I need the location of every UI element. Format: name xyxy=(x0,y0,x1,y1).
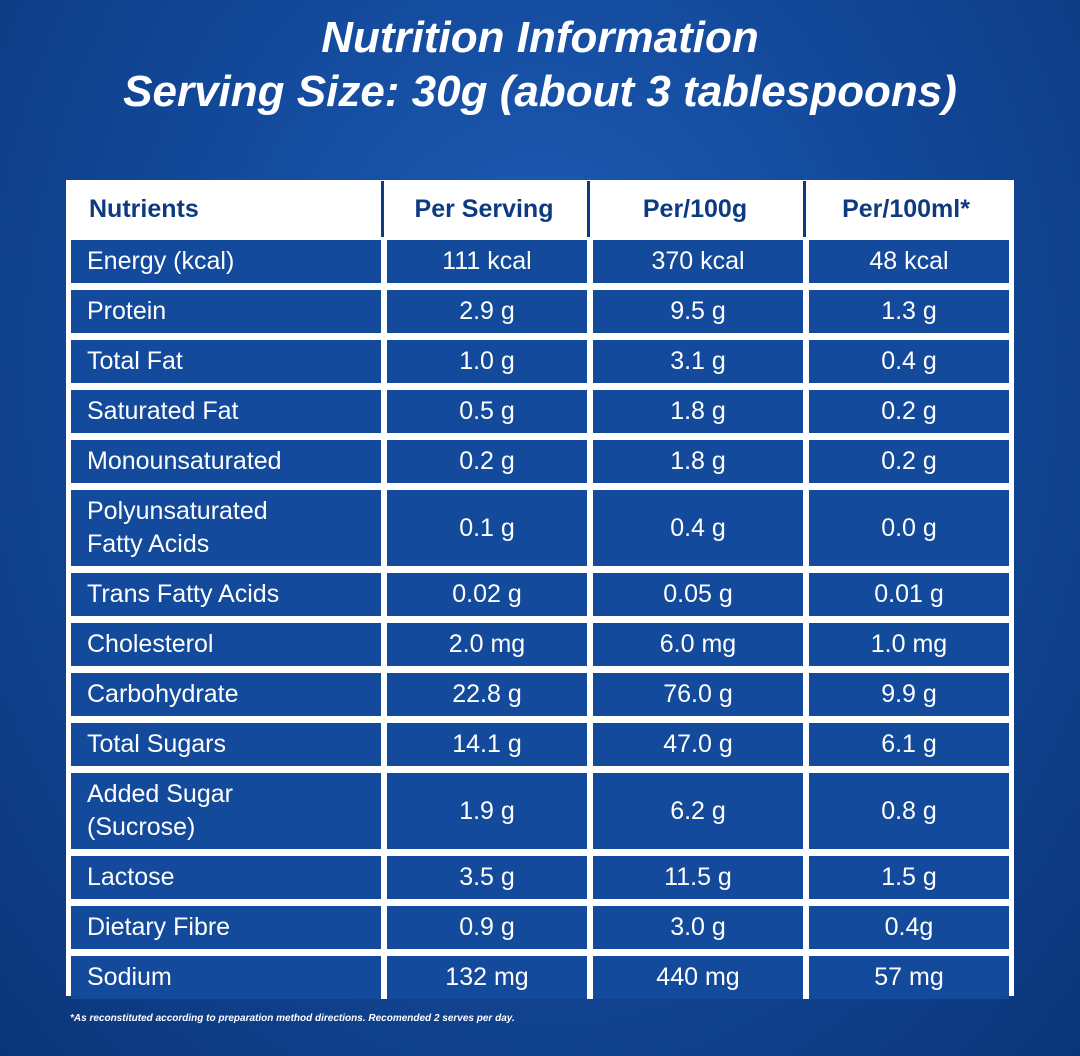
per-100ml-cell: 48 kcal xyxy=(803,240,1009,283)
per-100ml-cell: 0.2 g xyxy=(803,390,1009,433)
per-serving-cell: 14.1 g xyxy=(381,723,587,766)
per-100g-cell: 9.5 g xyxy=(587,290,803,333)
per-100g-cell: 47.0 g xyxy=(587,723,803,766)
per-100g-cell: 6.2 g xyxy=(587,773,803,849)
per-100g-cell: 76.0 g xyxy=(587,673,803,716)
page-title: Nutrition Information xyxy=(321,13,759,62)
table-row: Cholesterol 2.0 mg 6.0 mg 1.0 mg xyxy=(71,623,1009,666)
per-100ml-cell: 1.3 g xyxy=(803,290,1009,333)
table-row: Monounsaturated 0.2 g 1.8 g 0.2 g xyxy=(71,440,1009,483)
per-serving-cell: 22.8 g xyxy=(381,673,587,716)
nutrition-table: Nutrients Per Serving Per/100g Per/100ml… xyxy=(71,178,1009,1006)
header-nutrients: Nutrients xyxy=(71,185,381,233)
nutrient-name-cell: Cholesterol xyxy=(71,623,381,666)
table-row: Sodium 132 mg 440 mg 57 mg xyxy=(71,956,1009,999)
per-serving-cell: 1.9 g xyxy=(381,773,587,849)
nutrient-name-cell: Total Sugars xyxy=(71,723,381,766)
per-100g-cell: 370 kcal xyxy=(587,240,803,283)
table-row: Protein 2.9 g 9.5 g 1.3 g xyxy=(71,290,1009,333)
nutrient-name-cell: Lactose xyxy=(71,856,381,899)
table-row: Saturated Fat 0.5 g 1.8 g 0.2 g xyxy=(71,390,1009,433)
per-100ml-cell: 0.0 g xyxy=(803,490,1009,566)
table-row: Added Sugar (Sucrose) 1.9 g 6.2 g 0.8 g xyxy=(71,773,1009,849)
nutrition-table-panel: Nutrients Per Serving Per/100g Per/100ml… xyxy=(66,180,1014,999)
per-100ml-cell: 0.4 g xyxy=(803,340,1009,383)
table-row: Lactose 3.5 g 11.5 g 1.5 g xyxy=(71,856,1009,899)
per-serving-cell: 2.0 mg xyxy=(381,623,587,666)
nutrient-name-cell: Carbohydrate xyxy=(71,673,381,716)
nutrient-name-cell: Saturated Fat xyxy=(71,390,381,433)
per-100ml-cell: 0.4g xyxy=(803,906,1009,949)
per-serving-cell: 0.02 g xyxy=(381,573,587,616)
per-100g-cell: 3.1 g xyxy=(587,340,803,383)
nutrient-name-cell: Total Fat xyxy=(71,340,381,383)
per-100g-cell: 11.5 g xyxy=(587,856,803,899)
header-per-100ml: Per/100ml* xyxy=(803,181,1009,237)
per-100ml-cell: 57 mg xyxy=(803,956,1009,999)
nutrient-name-cell: Protein xyxy=(71,290,381,333)
per-serving-cell: 3.5 g xyxy=(381,856,587,899)
per-serving-cell: 132 mg xyxy=(381,956,587,999)
per-serving-cell: 0.5 g xyxy=(381,390,587,433)
header-row: Nutrients Per Serving Per/100g Per/100ml… xyxy=(71,181,1009,237)
per-serving-cell: 2.9 g xyxy=(381,290,587,333)
header-per-serving: Per Serving xyxy=(381,181,587,237)
nutrient-name-cell: Added Sugar (Sucrose) xyxy=(71,773,381,849)
per-100g-cell: 3.0 g xyxy=(587,906,803,949)
table-row: Total Fat 1.0 g 3.1 g 0.4 g xyxy=(71,340,1009,383)
nutrient-name-cell: Polyunsaturated Fatty Acids xyxy=(71,490,381,566)
per-100g-cell: 440 mg xyxy=(587,956,803,999)
per-100ml-cell: 1.0 mg xyxy=(803,623,1009,666)
footnote: *As reconstituted according to preparati… xyxy=(70,1013,515,1024)
per-serving-cell: 0.1 g xyxy=(381,490,587,566)
nutrient-name-cell: Sodium xyxy=(71,956,381,999)
header-per-100g: Per/100g xyxy=(587,181,803,237)
nutrient-name-cell: Dietary Fibre xyxy=(71,906,381,949)
per-serving-cell: 0.9 g xyxy=(381,906,587,949)
nutrient-name-cell: Monounsaturated xyxy=(71,440,381,483)
per-serving-cell: 111 kcal xyxy=(381,240,587,283)
table-row: Polyunsaturated Fatty Acids 0.1 g 0.4 g 0.0 … xyxy=(71,490,1009,566)
per-100g-cell: 0.05 g xyxy=(587,573,803,616)
per-100ml-cell: 9.9 g xyxy=(803,673,1009,716)
per-serving-cell: 1.0 g xyxy=(381,340,587,383)
table-row: Energy (kcal) 111 kcal 370 kcal 48 kcal xyxy=(71,240,1009,283)
per-100ml-cell: 0.01 g xyxy=(803,573,1009,616)
per-100ml-cell: 0.2 g xyxy=(803,440,1009,483)
per-100ml-cell: 6.1 g xyxy=(803,723,1009,766)
nutrient-name-cell: Trans Fatty Acids xyxy=(71,573,381,616)
per-100ml-cell: 1.5 g xyxy=(803,856,1009,899)
per-100g-cell: 0.4 g xyxy=(587,490,803,566)
per-100g-cell: 1.8 g xyxy=(587,390,803,433)
serving-size-subtitle: Serving Size: 30g (about 3 tablespoons) xyxy=(123,67,957,116)
per-100g-cell: 6.0 mg xyxy=(587,623,803,666)
per-100ml-cell: 0.8 g xyxy=(803,773,1009,849)
table-row: Total Sugars 14.1 g 47.0 g 6.1 g xyxy=(71,723,1009,766)
per-100g-cell: 1.8 g xyxy=(587,440,803,483)
table-row: Trans Fatty Acids 0.02 g 0.05 g 0.01 g xyxy=(71,573,1009,616)
table-row: Dietary Fibre 0.9 g 3.0 g 0.4g xyxy=(71,906,1009,949)
table-row: Carbohydrate 22.8 g 76.0 g 9.9 g xyxy=(71,673,1009,716)
per-serving-cell: 0.2 g xyxy=(381,440,587,483)
nutrient-name-cell: Energy (kcal) xyxy=(71,240,381,283)
